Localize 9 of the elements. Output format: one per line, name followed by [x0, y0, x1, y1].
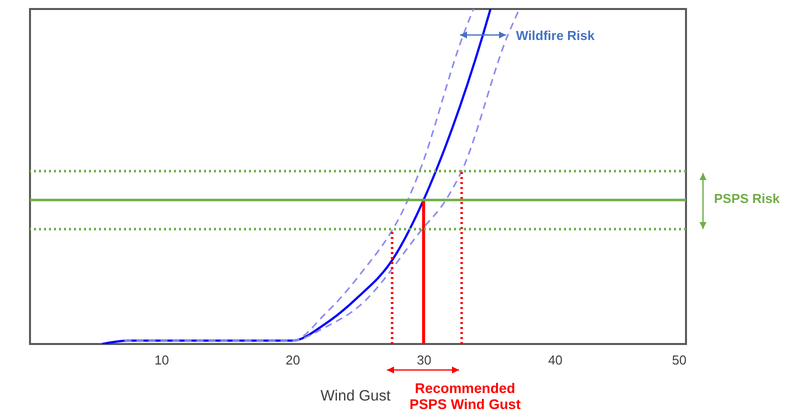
annotation: Wildfire Risk — [516, 28, 595, 43]
x-axis-title: Wind Gust — [320, 388, 392, 404]
x-tick-label: 40 — [548, 352, 563, 368]
x-tick-label: 20 — [286, 352, 300, 368]
text: Recommended PSPS Wind Gust — [410, 380, 521, 412]
text: PSPS Risk — [714, 191, 780, 206]
x-tick-label: 10 — [154, 352, 169, 368]
x-tick-label: 30 — [416, 352, 432, 368]
x-tick-label: 50 — [672, 352, 686, 368]
